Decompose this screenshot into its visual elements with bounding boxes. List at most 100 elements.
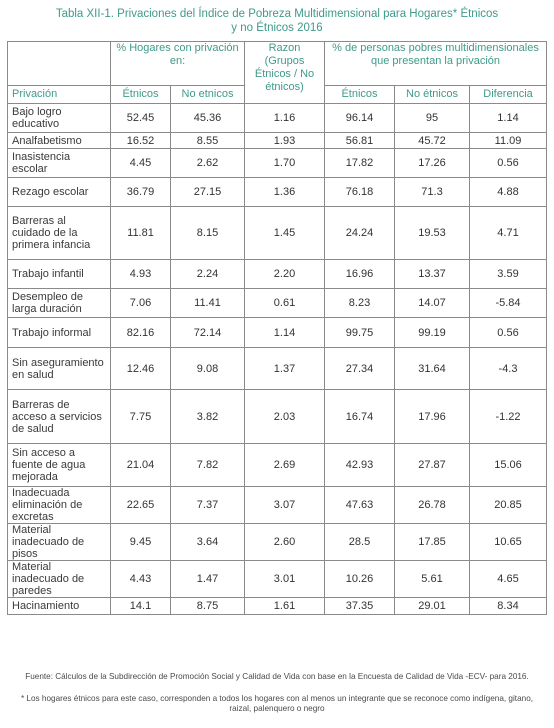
hogares-etnicos-value: 22.65 (110, 486, 171, 524)
personas-etnicos-value: 17.82 (324, 148, 396, 178)
col-header-personas-no-etnicos: No étnicos (394, 85, 471, 104)
row-label: Barreras al cuidado de la primera infanc… (7, 206, 111, 260)
table-body: Bajo logro educativo 52.45 45.36 1.16 96.14 9… (7, 103, 548, 615)
razon-value: 2.20 (244, 259, 326, 289)
personas-etnicos-value: 24.24 (324, 206, 396, 260)
hogares-etnicos-value: 4.93 (110, 259, 171, 289)
razon-value: 1.14 (244, 317, 326, 348)
razon-value: 2.69 (244, 443, 326, 487)
hogares-no-etnicos-value: 3.64 (169, 523, 246, 561)
hogares-no-etnicos-value: 7.37 (169, 486, 246, 524)
table-row: Hacinamiento 14.1 8.75 1.61 37.35 29.01 8.34 (7, 597, 548, 615)
razon-value: 1.36 (244, 177, 326, 207)
col-header-personas-etnicos: Étnicos (324, 85, 396, 104)
table-row: Material inadecuado de pisos 9.45 3.64 2.60… (7, 523, 548, 561)
row-label: Trabajo infantil (7, 259, 111, 289)
hogares-no-etnicos-value: 8.15 (169, 206, 246, 260)
row-label: Analfabetismo (7, 132, 111, 149)
razon-value: 3.07 (244, 486, 326, 524)
personas-no-etnicos-value: 27.87 (394, 443, 471, 487)
personas-etnicos-value: 96.14 (324, 103, 396, 133)
table-row: Sin acceso a fuente de agua mejorada 21.0… (7, 443, 548, 487)
personas-no-etnicos-value: 29.01 (394, 597, 471, 615)
hogares-no-etnicos-value: 8.75 (169, 597, 246, 615)
razon-value: 1.16 (244, 103, 326, 133)
razon-value: 1.37 (244, 347, 326, 390)
personas-etnicos-value: 42.93 (324, 443, 396, 487)
personas-etnicos-value: 16.74 (324, 389, 396, 444)
table-row: Barreras al cuidado de la primera infanc… (7, 206, 548, 260)
hogares-etnicos-value: 7.75 (110, 389, 171, 444)
personas-etnicos-value: 56.81 (324, 132, 396, 149)
row-label: Material inadecuado de pisos (7, 523, 111, 561)
razon-value: 3.01 (244, 560, 326, 598)
row-label: Rezago escolar (7, 177, 111, 207)
personas-no-etnicos-value: 45.72 (394, 132, 471, 149)
title-line-1: Tabla XII-1. Privaciones del Índice de P… (55, 8, 499, 20)
diferencia-value: 8.34 (469, 597, 548, 615)
hogares-no-etnicos-value: 11.41 (169, 288, 246, 318)
hogares-no-etnicos-value: 2.24 (169, 259, 246, 289)
personas-etnicos-value: 16.96 (324, 259, 396, 289)
personas-etnicos-value: 37.35 (324, 597, 396, 615)
table-row: Analfabetismo 16.52 8.55 1.93 56.81 45.72 11.0… (7, 132, 548, 149)
hogares-no-etnicos-value: 2.62 (169, 148, 246, 178)
hogares-etnicos-value: 52.45 (110, 103, 171, 133)
source-note: Fuente: Cálculos de la Subdirección de P… (25, 672, 529, 681)
diferencia-value: -4.3 (469, 347, 548, 390)
diferencia-value: 20.85 (469, 486, 548, 524)
col-header-diferencia: Diferencia (469, 85, 548, 104)
hogares-no-etnicos-value: 8.55 (169, 132, 246, 149)
hogares-etnicos-value: 16.52 (110, 132, 171, 149)
group-header-razon: Razon (Grupos Étnicos / No étnicos) (244, 41, 326, 104)
hogares-etnicos-value: 9.45 (110, 523, 171, 561)
personas-etnicos-value: 99.75 (324, 317, 396, 348)
diferencia-value: 15.06 (469, 443, 548, 487)
table-row: Inadecuada eliminación de excretas 22.65 7… (7, 486, 548, 524)
group-header-row: % Hogares con privación en: Razon (Grupo… (7, 41, 548, 104)
diferencia-value: 10.65 (469, 523, 548, 561)
razon-value: 1.45 (244, 206, 326, 260)
personas-no-etnicos-value: 71.3 (394, 177, 471, 207)
row-label: Bajo logro educativo (7, 103, 111, 133)
diferencia-value: 4.71 (469, 206, 548, 260)
diferencia-value: -5.84 (469, 288, 548, 318)
personas-no-etnicos-value: 14.07 (394, 288, 471, 318)
personas-no-etnicos-value: 17.96 (394, 389, 471, 444)
hogares-etnicos-value: 7.06 (110, 288, 171, 318)
hogares-etnicos-value: 11.81 (110, 206, 171, 260)
razon-value: 2.03 (244, 389, 326, 444)
diferencia-value: 0.56 (469, 317, 548, 348)
group-header-personas: % de personas pobres multidimensionales … (324, 41, 548, 86)
hogares-no-etnicos-value: 3.82 (169, 389, 246, 444)
hogares-no-etnicos-value: 7.82 (169, 443, 246, 487)
hogares-etnicos-value: 36.79 (110, 177, 171, 207)
row-label: Inadecuada eliminación de excretas (7, 486, 111, 524)
diferencia-value: 0.56 (469, 148, 548, 178)
personas-no-etnicos-value: 99.19 (394, 317, 471, 348)
personas-etnicos-value: 76.18 (324, 177, 396, 207)
personas-no-etnicos-value: 31.64 (394, 347, 471, 390)
hogares-no-etnicos-value: 1.47 (169, 560, 246, 598)
hogares-no-etnicos-value: 72.14 (169, 317, 246, 348)
table-row: Rezago escolar 36.79 27.15 1.36 76.18 71.3 4.8… (7, 177, 548, 207)
column-header-row: Privación Étnicos No etnicos Étnicos No … (7, 85, 548, 104)
razon-value: 2.60 (244, 523, 326, 561)
table-row: Desempleo de larga duración 7.06 11.41 0.61… (7, 288, 548, 318)
row-label: Material inadecuado de paredes (7, 560, 111, 598)
diferencia-value: 11.09 (469, 132, 548, 149)
diferencia-value: -1.22 (469, 389, 548, 444)
ethnic-households-note: * Los hogares étnicos para este caso, co… (20, 694, 534, 713)
razon-value: 1.61 (244, 597, 326, 615)
personas-no-etnicos-value: 95 (394, 103, 471, 133)
personas-etnicos-value: 47.63 (324, 486, 396, 524)
hogares-etnicos-value: 14.1 (110, 597, 171, 615)
personas-no-etnicos-value: 13.37 (394, 259, 471, 289)
personas-no-etnicos-value: 26.78 (394, 486, 471, 524)
table-row: Material inadecuado de paredes 4.43 1.47 3.… (7, 560, 548, 598)
table-row: Trabajo informal 82.16 72.14 1.14 99.75 99.19… (7, 317, 548, 348)
row-label: Barreras de acceso a servicios de salud (7, 389, 111, 444)
diferencia-value: 4.88 (469, 177, 548, 207)
table-row: Sin aseguramiento en salud 12.46 9.08 1.37 2… (7, 347, 548, 390)
